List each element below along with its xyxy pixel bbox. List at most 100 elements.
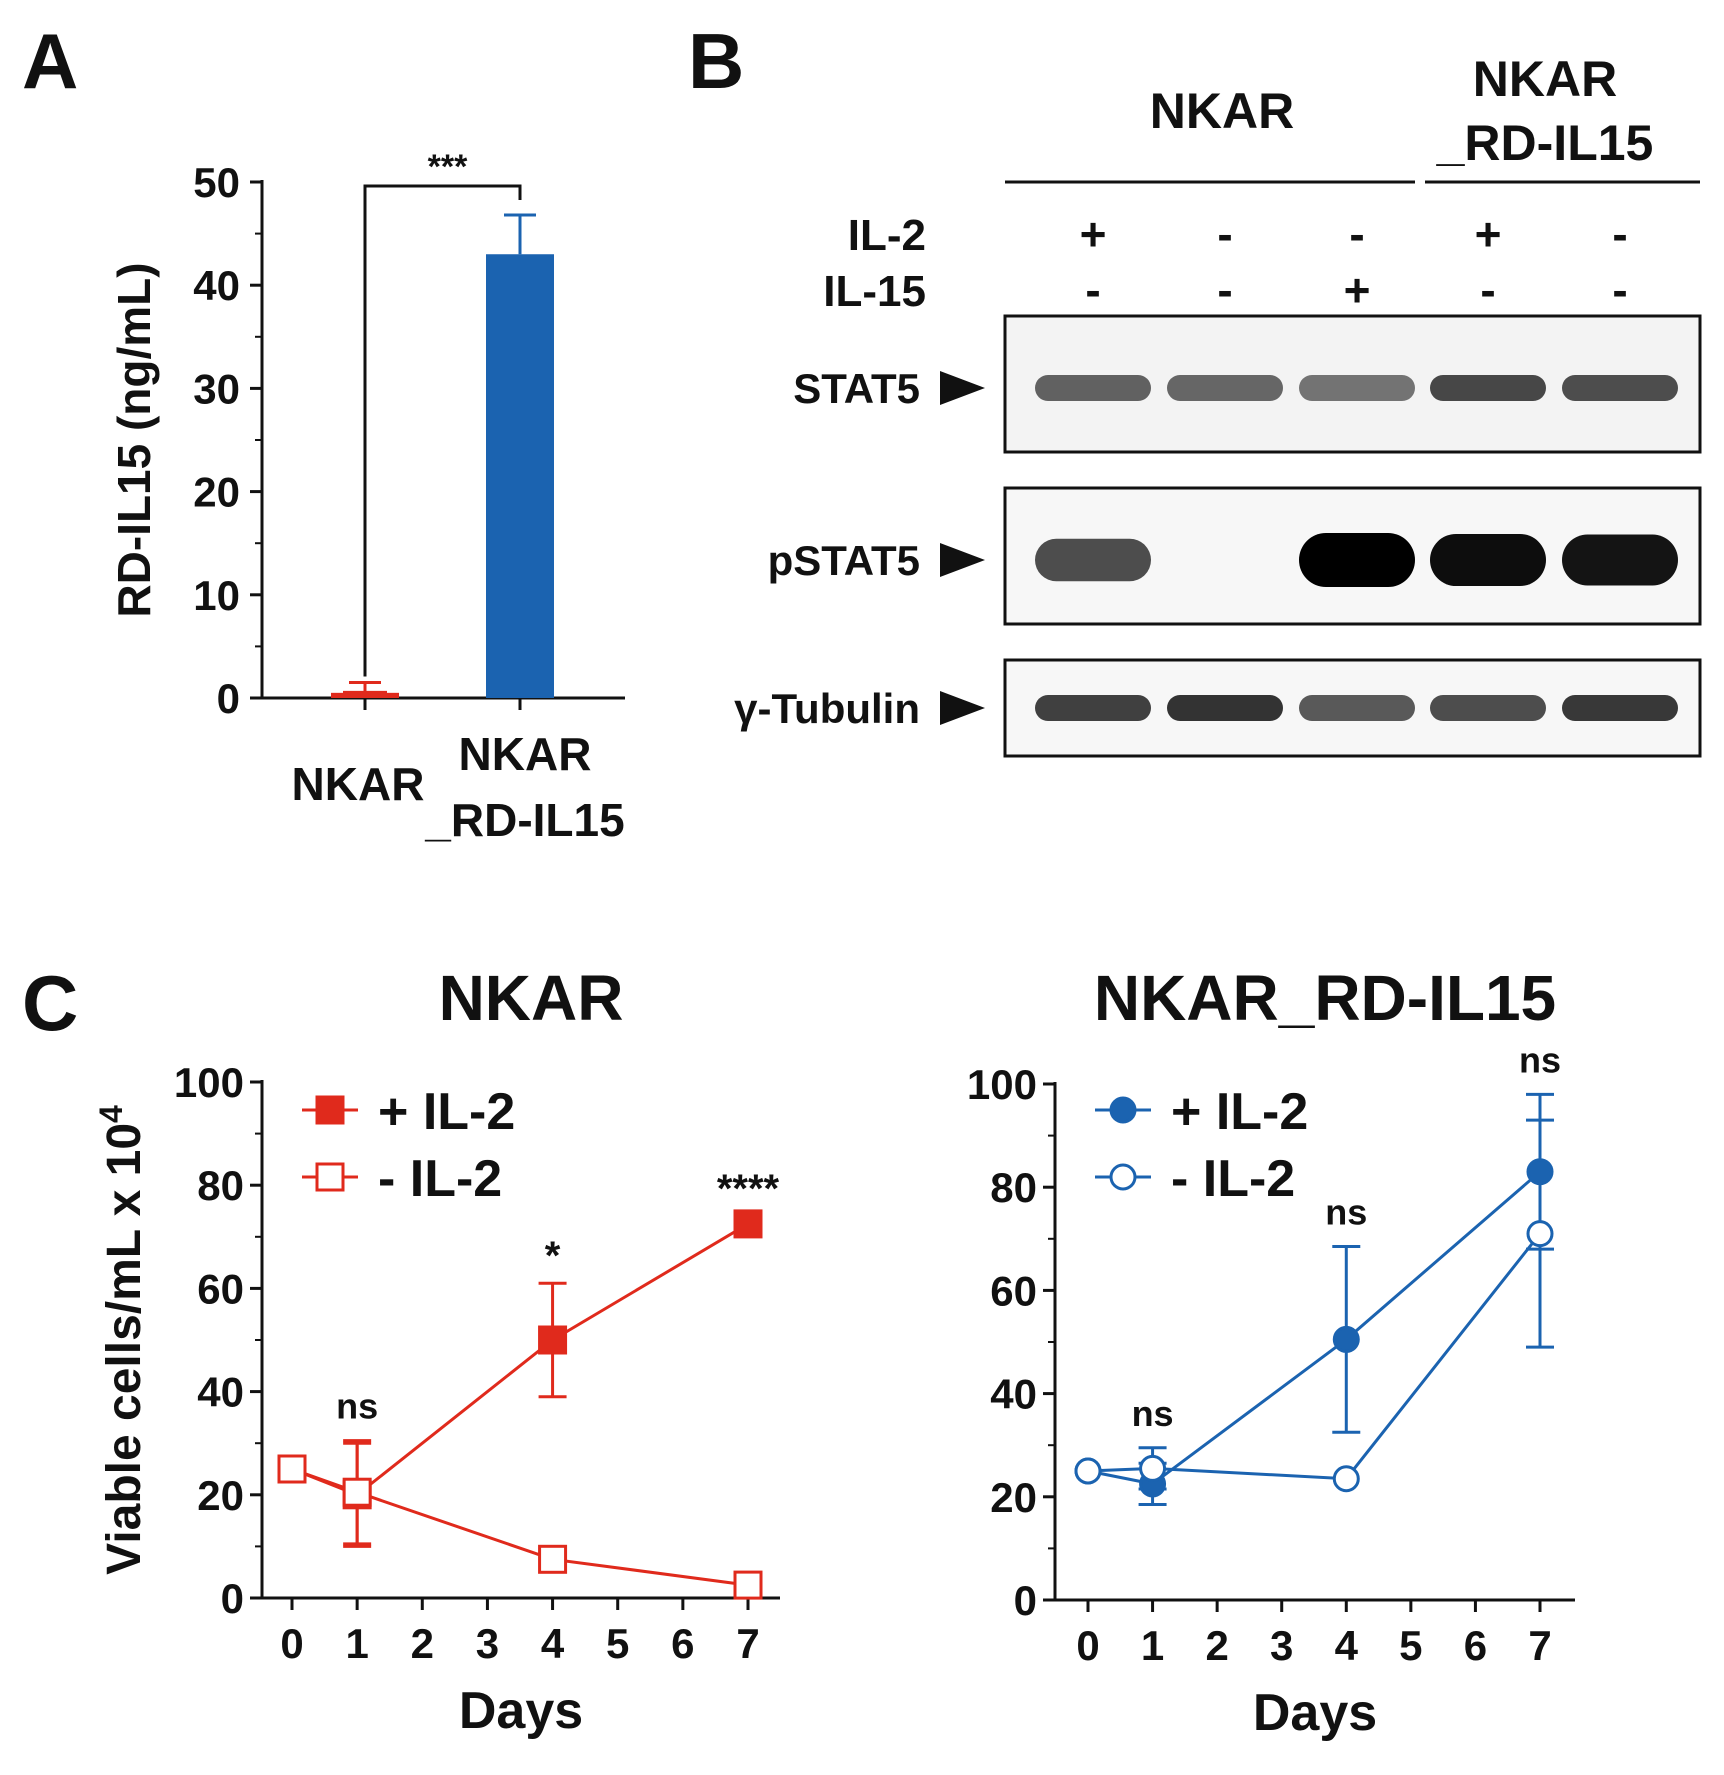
data-point bbox=[733, 1570, 763, 1600]
condition-sign: - bbox=[1217, 208, 1232, 260]
x-tick-label: 6 bbox=[671, 1620, 694, 1667]
x-tick-label: 0 bbox=[1076, 1622, 1099, 1669]
blot-band bbox=[1430, 533, 1546, 587]
row-arrow bbox=[940, 543, 985, 577]
data-point bbox=[342, 1477, 372, 1507]
x-tick-label: 6 bbox=[1464, 1622, 1487, 1669]
x-tick-label: 2 bbox=[411, 1620, 434, 1667]
row-arrow bbox=[940, 691, 985, 725]
data-point bbox=[538, 1325, 568, 1355]
group-label: NKAR bbox=[1150, 83, 1294, 139]
blot-band bbox=[1035, 695, 1151, 721]
blot-band bbox=[1035, 375, 1151, 401]
data-point bbox=[1526, 1220, 1554, 1248]
condition-sign: - bbox=[1085, 264, 1100, 316]
x-tick-label: NKAR bbox=[459, 728, 592, 780]
data-point bbox=[1139, 1454, 1167, 1482]
y-tick-label: 20 bbox=[197, 1472, 244, 1519]
significance-label: ns bbox=[1519, 1039, 1561, 1080]
legend-marker bbox=[1109, 1163, 1137, 1191]
significance-label: ns bbox=[1325, 1192, 1367, 1233]
chart-title: NKAR_RD-IL15 bbox=[1094, 962, 1556, 1034]
x-tick-label: 1 bbox=[345, 1620, 368, 1667]
x-tick-label: 0 bbox=[280, 1620, 303, 1667]
x-tick-label: 7 bbox=[736, 1620, 759, 1667]
x-tick-label: 5 bbox=[1399, 1622, 1422, 1669]
series-line bbox=[291, 1222, 749, 1497]
y-tick-label: 30 bbox=[193, 365, 240, 412]
x-tick-label: 2 bbox=[1205, 1622, 1228, 1669]
blot-row-label: pSTAT5 bbox=[768, 537, 920, 584]
blot-band bbox=[1562, 534, 1678, 586]
legend-label: + IL-2 bbox=[1171, 1083, 1308, 1141]
series-line bbox=[1087, 1232, 1542, 1481]
x-tick-label: 4 bbox=[1335, 1622, 1359, 1669]
y-tick-label: 60 bbox=[990, 1267, 1037, 1314]
data-point bbox=[733, 1209, 763, 1239]
legend-label: - IL-2 bbox=[1171, 1150, 1295, 1208]
panel-label-a: A bbox=[22, 17, 78, 105]
condition-sign: - bbox=[1612, 208, 1627, 260]
blot-band bbox=[1430, 375, 1546, 401]
legend-label: + IL-2 bbox=[378, 1083, 515, 1141]
y-tick-label: 40 bbox=[990, 1371, 1037, 1418]
data-point bbox=[538, 1544, 568, 1574]
blot-band bbox=[1299, 695, 1415, 721]
data-point bbox=[277, 1454, 307, 1484]
data-point bbox=[1526, 1158, 1554, 1186]
condition-sign: + bbox=[1344, 264, 1371, 316]
x-tick-label: 5 bbox=[606, 1620, 629, 1667]
panel-label-c: C bbox=[22, 959, 78, 1047]
y-tick-label: 100 bbox=[967, 1061, 1037, 1108]
x-axis-label: Days bbox=[1253, 1684, 1377, 1742]
y-tick-label: 40 bbox=[193, 262, 240, 309]
condition-sign: - bbox=[1349, 208, 1364, 260]
condition-sign: - bbox=[1612, 264, 1627, 316]
x-tick-label: _RD-IL15 bbox=[424, 794, 624, 846]
x-tick-label: NKAR bbox=[292, 758, 425, 810]
legend-label: - IL-2 bbox=[378, 1150, 502, 1208]
blot-band bbox=[1562, 695, 1678, 721]
significance-label: ns bbox=[1132, 1393, 1174, 1434]
x-tick-label: 4 bbox=[541, 1620, 565, 1667]
data-point bbox=[1332, 1465, 1360, 1493]
y-tick-label: 50 bbox=[193, 159, 240, 206]
y-tick-label: 60 bbox=[197, 1265, 244, 1312]
significance-label: * bbox=[545, 1234, 561, 1278]
y-tick-label: 20 bbox=[193, 469, 240, 516]
group-label: NKAR bbox=[1473, 51, 1617, 107]
y-tick-label: 80 bbox=[197, 1162, 244, 1209]
condition-label: IL-2 bbox=[848, 211, 926, 260]
condition-sign: - bbox=[1480, 264, 1495, 316]
y-tick-label: 20 bbox=[990, 1474, 1037, 1521]
blot-band bbox=[1035, 538, 1151, 582]
y-tick-label: 0 bbox=[221, 1575, 244, 1622]
bar bbox=[331, 692, 399, 698]
y-tick-label: 10 bbox=[193, 572, 240, 619]
row-arrow bbox=[940, 371, 985, 405]
significance-label: ns bbox=[336, 1386, 378, 1427]
blot-row-label: γ-Tubulin bbox=[734, 685, 920, 732]
blot-band bbox=[1299, 533, 1415, 587]
series-line bbox=[1087, 1170, 1541, 1486]
x-tick-label: 1 bbox=[1141, 1622, 1164, 1669]
legend-marker bbox=[1109, 1096, 1137, 1124]
legend-marker bbox=[315, 1162, 345, 1192]
y-axis-label-superscript: 4 bbox=[93, 1105, 129, 1123]
x-tick-label: 3 bbox=[476, 1620, 499, 1667]
y-tick-label: 0 bbox=[217, 675, 240, 722]
legend-marker bbox=[315, 1095, 345, 1125]
x-tick-label: 7 bbox=[1528, 1622, 1551, 1669]
y-axis-label: RD-IL15 (ng/mL) bbox=[108, 262, 160, 617]
data-point bbox=[1074, 1457, 1102, 1485]
significance-label: **** bbox=[717, 1167, 780, 1211]
significance-bracket bbox=[363, 184, 522, 677]
blot-band bbox=[1299, 375, 1415, 401]
data-point bbox=[1332, 1325, 1360, 1353]
series-line bbox=[291, 1467, 749, 1587]
group-label: _RD-IL15 bbox=[1436, 115, 1654, 171]
x-axis-label: Days bbox=[459, 1682, 583, 1740]
y-tick-label: 100 bbox=[174, 1059, 244, 1106]
